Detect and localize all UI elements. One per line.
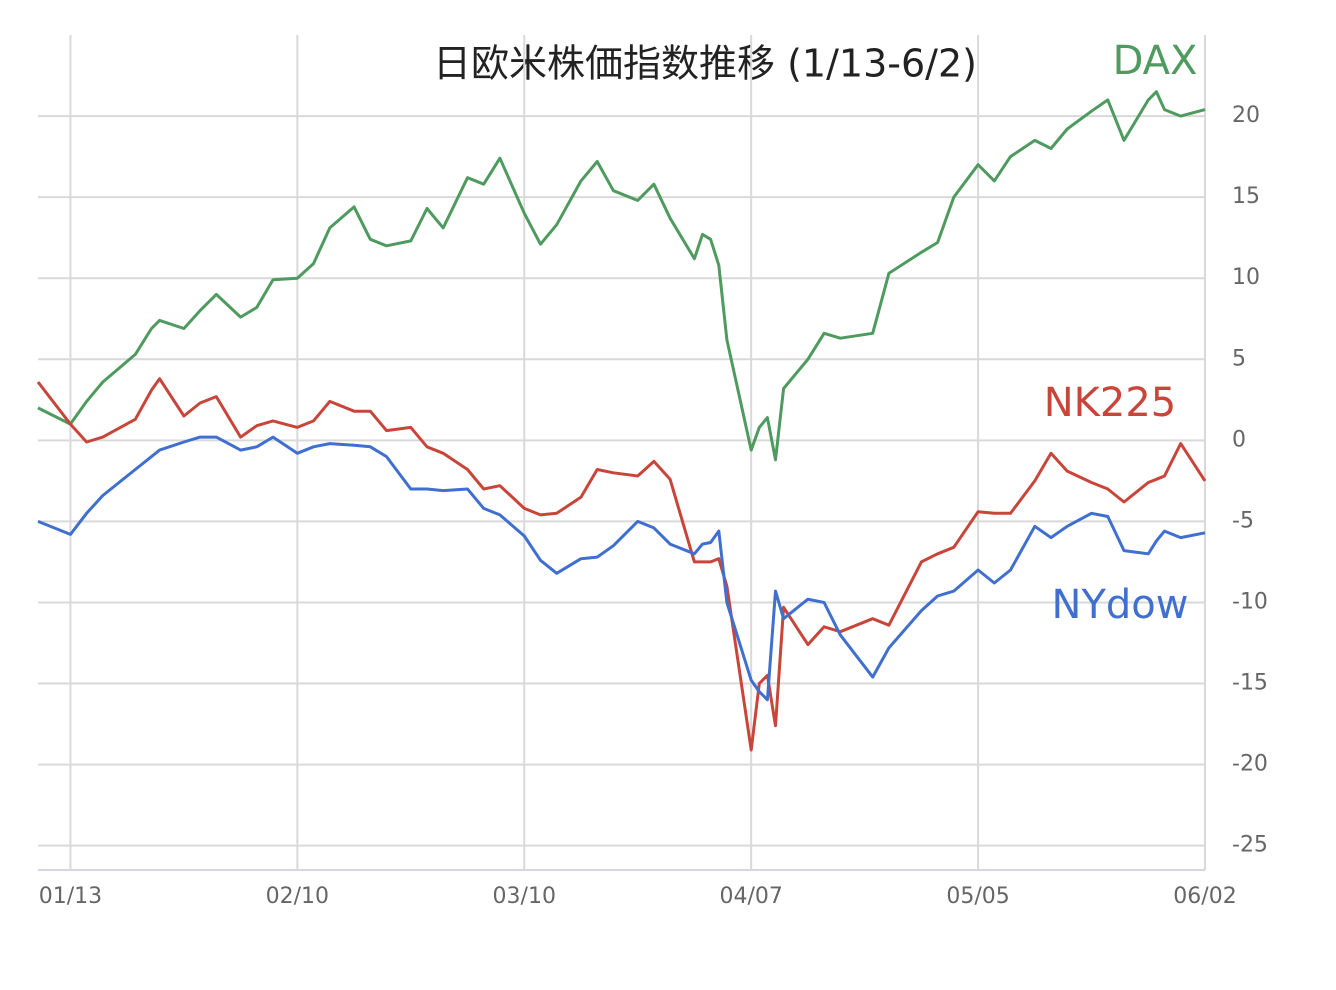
y-tick-label: -5	[1232, 508, 1254, 533]
x-tick-label: 04/07	[719, 884, 782, 909]
x-tick-label: 05/05	[946, 884, 1009, 909]
series-label: DAX	[1113, 38, 1198, 84]
y-tick-label: -10	[1232, 589, 1268, 614]
y-tick-label: -20	[1232, 752, 1268, 777]
series-line	[36, 377, 1207, 752]
y-tick-label: -15	[1232, 671, 1268, 696]
chart-title: 日欧米株価指数推移 (1/13-6/2)	[433, 42, 977, 86]
series-line	[37, 435, 1206, 702]
y-tick-label: 10	[1232, 265, 1260, 290]
plot-area	[38, 35, 1205, 870]
x-tick-label: 03/10	[493, 884, 556, 909]
series-label: NK225	[1044, 380, 1177, 426]
y-tick-label: 5	[1232, 346, 1246, 371]
y-tick-label: 20	[1232, 103, 1260, 128]
y-tick-label: -25	[1232, 833, 1268, 858]
y-tick-label: 15	[1232, 184, 1260, 209]
series-label: NYdow	[1052, 582, 1189, 628]
x-tick-label: 01/13	[39, 884, 102, 909]
series-line	[37, 90, 1206, 462]
x-tick-label: 02/10	[266, 884, 329, 909]
y-tick-label: 0	[1232, 427, 1246, 452]
x-tick-label: 06/02	[1173, 884, 1236, 909]
